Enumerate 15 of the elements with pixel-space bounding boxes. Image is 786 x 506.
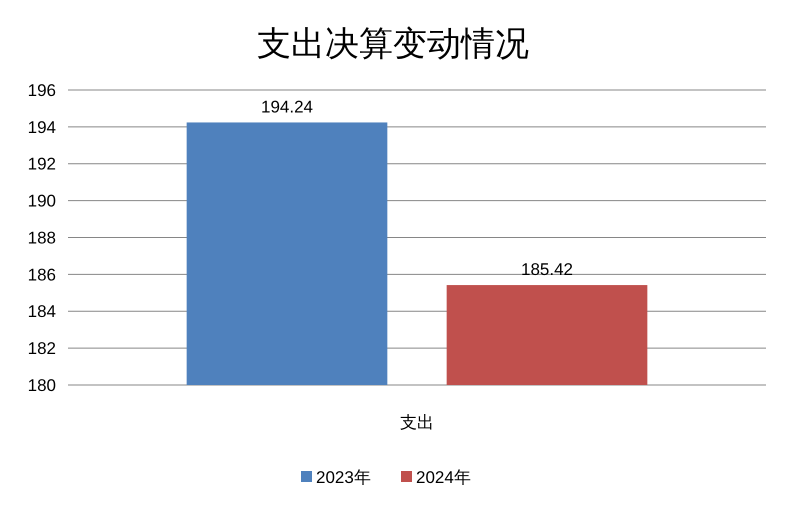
y-tick-label: 182	[28, 339, 56, 358]
y-tick-label: 192	[28, 154, 56, 174]
legend-label: 2024年	[416, 468, 471, 487]
x-tick-label: 支出	[400, 413, 434, 432]
y-tick-label: 194	[28, 118, 56, 137]
legend-label: 2023年	[316, 468, 371, 487]
data-label: 185.42	[521, 260, 574, 280]
chart-title: 支出决算变动情况	[257, 24, 529, 64]
y-tick-label: 196	[28, 80, 56, 100]
y-tick-label: 184	[28, 302, 56, 322]
y-tick-label: 180	[28, 376, 56, 395]
y-tick-label: 190	[28, 192, 56, 211]
data-label: 194.24	[260, 97, 313, 116]
y-tick-label: 186	[28, 265, 56, 284]
y-tick-label: 188	[28, 228, 56, 248]
